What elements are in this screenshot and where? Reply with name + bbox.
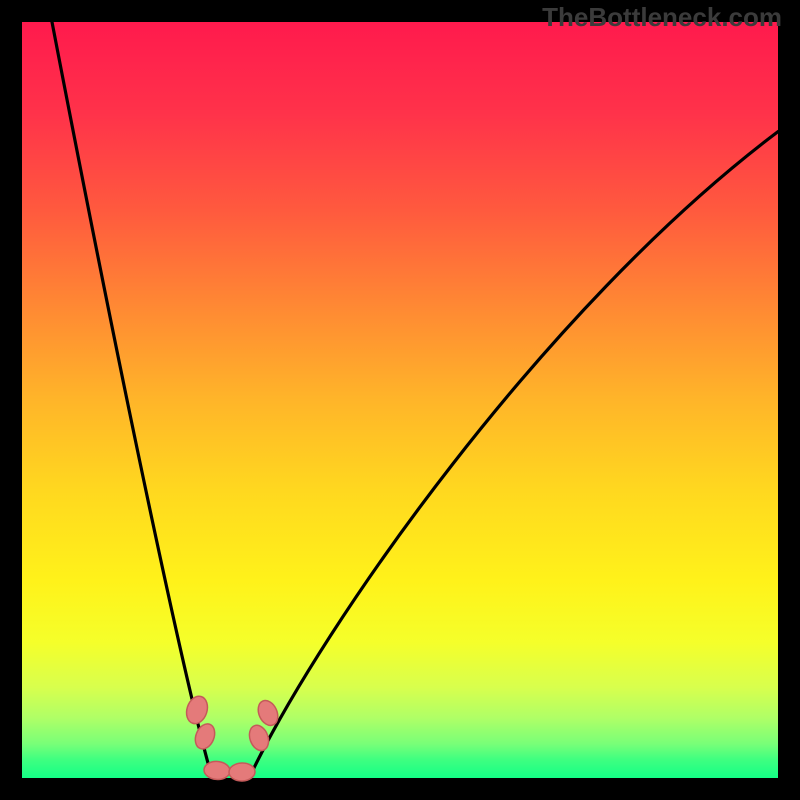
curve-path <box>52 22 778 774</box>
chart-frame: TheBottleneck.com <box>0 0 800 800</box>
bead <box>192 721 218 752</box>
bead <box>183 694 211 727</box>
beads-group <box>183 694 281 782</box>
watermark-text: TheBottleneck.com <box>542 2 782 33</box>
bead <box>229 763 256 782</box>
bead <box>203 761 230 781</box>
bead <box>246 723 272 754</box>
plot-area <box>22 22 778 778</box>
bottleneck-curve <box>22 22 778 778</box>
